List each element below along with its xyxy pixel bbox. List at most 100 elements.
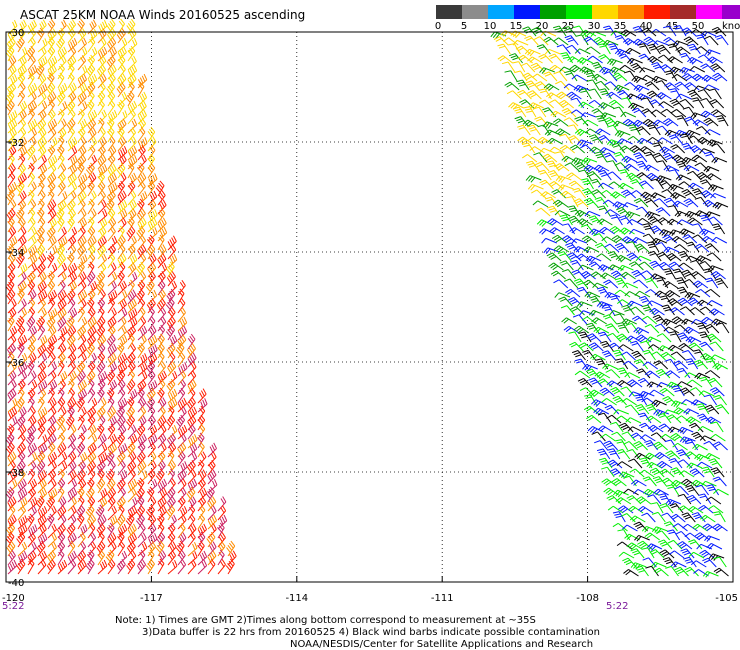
wind-barb	[67, 433, 77, 449]
wind-barb	[116, 27, 126, 44]
wind-barb	[709, 341, 724, 352]
wind-barb	[105, 549, 115, 566]
wind-barb	[27, 387, 36, 404]
wind-barb	[27, 127, 37, 143]
wind-barb	[57, 46, 67, 62]
legend-tick-label: 45	[665, 21, 679, 32]
wind-barb	[177, 450, 186, 467]
wind-barb	[618, 169, 632, 181]
wind-barb	[37, 91, 47, 107]
wind-barb	[699, 549, 715, 559]
wind-barb	[704, 243, 720, 253]
wind-barb	[27, 558, 35, 575]
wind-barb	[37, 56, 48, 71]
wind-barb	[7, 20, 18, 35]
wind-barb	[77, 162, 85, 179]
wind-barb	[527, 183, 544, 191]
wind-barb	[177, 505, 188, 521]
wind-barb	[77, 82, 88, 98]
wind-barb	[650, 28, 667, 37]
wind-barb	[77, 316, 88, 332]
wind-barb	[127, 109, 136, 125]
wind-barb	[37, 127, 47, 143]
wind-barb	[146, 387, 156, 404]
wind-barb	[87, 73, 98, 89]
wind-barb	[145, 558, 155, 575]
wind-barb	[679, 98, 695, 109]
wind-barb	[147, 209, 158, 224]
wind-barb	[678, 262, 694, 271]
wind-barb	[623, 569, 639, 577]
wind-barb	[17, 163, 26, 179]
wind-barb	[7, 504, 16, 521]
wind-barb	[548, 53, 563, 64]
wind-barb	[177, 288, 185, 305]
wind-barb	[37, 434, 48, 449]
wind-barb	[6, 82, 17, 98]
wind-barb	[683, 556, 697, 568]
legend-tick-label: 15	[509, 21, 523, 32]
wind-barb	[705, 416, 722, 425]
wind-barb	[137, 172, 147, 188]
wind-barb	[659, 503, 674, 514]
wind-barb	[624, 81, 640, 91]
wind-barb	[127, 127, 136, 143]
wind-barb	[544, 196, 559, 208]
wind-barb	[618, 215, 633, 226]
wind-barb	[37, 46, 47, 62]
wind-barb	[624, 404, 640, 415]
wind-barb	[706, 300, 723, 307]
wind-barb	[66, 198, 76, 215]
wind-barb	[565, 288, 581, 298]
wind-barb	[137, 353, 148, 368]
wind-barb	[609, 421, 624, 433]
wind-barb	[5, 189, 15, 206]
lon-tick-label: -114	[285, 593, 308, 604]
wind-barb	[47, 118, 58, 134]
wind-barb	[107, 297, 116, 314]
wind-barb	[37, 469, 47, 485]
wind-barb	[97, 549, 106, 566]
wind-barb	[626, 252, 642, 262]
wind-barb	[694, 243, 710, 253]
wind-barb	[17, 216, 26, 233]
wind-barb	[187, 434, 198, 449]
lat-tick-label: -38	[8, 468, 24, 479]
wind-barb	[207, 442, 217, 458]
wind-barb	[588, 99, 605, 109]
wind-barb	[67, 37, 78, 53]
wind-barb	[621, 189, 637, 199]
wind-barb	[541, 237, 557, 244]
wind-barb	[651, 62, 666, 73]
wind-barb	[107, 307, 117, 323]
wind-barb	[635, 404, 650, 415]
wind-barb	[47, 451, 58, 467]
wind-barbs	[5, 18, 730, 578]
wind-barb	[117, 523, 128, 539]
wind-barb	[27, 189, 35, 206]
wind-barb	[667, 344, 684, 352]
wind-barb	[550, 110, 567, 118]
wind-barb	[97, 488, 108, 503]
wind-barb	[27, 72, 35, 89]
wind-barb	[610, 191, 626, 199]
wind-barb	[559, 144, 576, 154]
wind-barb	[645, 415, 662, 424]
wind-barb	[77, 73, 88, 89]
wind-barb	[37, 154, 47, 170]
wind-barb	[542, 107, 557, 118]
wind-barb	[609, 295, 623, 307]
wind-barb	[689, 468, 705, 478]
wind-barb	[6, 288, 16, 305]
wind-barb	[712, 476, 727, 487]
wind-barb	[157, 387, 165, 404]
wind-barb	[634, 394, 648, 406]
wind-barb	[147, 479, 158, 494]
wind-barb	[207, 478, 218, 494]
wind-barb	[97, 387, 105, 404]
wind-barb	[177, 469, 187, 485]
legend-tick-label: 20	[535, 21, 549, 32]
wind-barb	[57, 180, 66, 197]
wind-barb	[66, 117, 76, 134]
wind-barb	[17, 90, 26, 107]
